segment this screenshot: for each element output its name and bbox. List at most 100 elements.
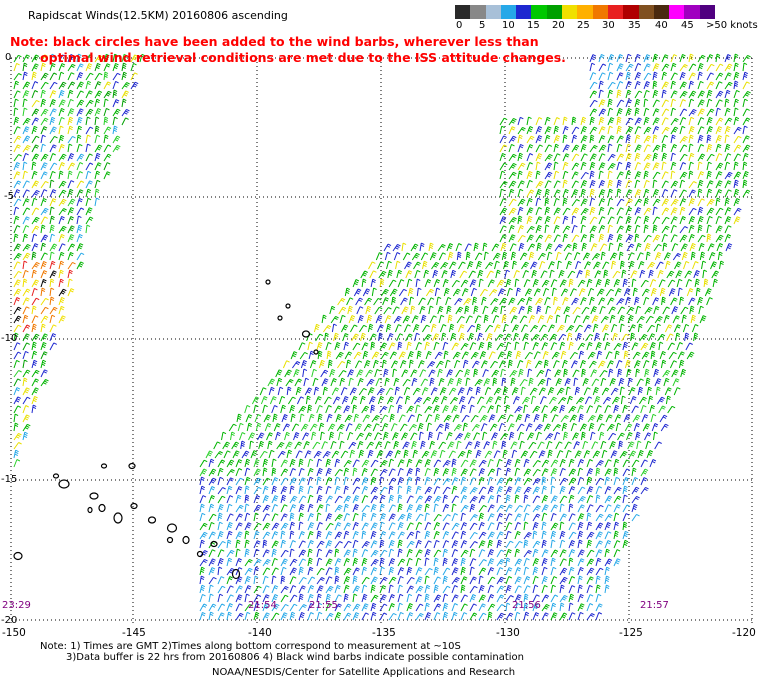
wind-barb [670, 126, 679, 135]
wind-barb [546, 440, 553, 450]
wind-barb [652, 108, 660, 117]
wind-barb [307, 522, 315, 531]
wind-barb [58, 81, 67, 90]
wind-barb [622, 459, 630, 468]
wind-barb [280, 459, 288, 468]
wind-barb [406, 278, 413, 288]
wind-barb [541, 342, 549, 351]
wind-barb [112, 99, 120, 108]
wind-barb [625, 224, 632, 234]
wind-barb [49, 342, 58, 351]
wind-barb [657, 269, 664, 279]
wind-barb [589, 90, 598, 99]
wind-barb [640, 486, 649, 495]
wind-barb [589, 134, 595, 144]
wind-barb [13, 413, 19, 423]
wind-barb [31, 71, 37, 81]
wind-barb [433, 594, 442, 603]
wind-barb [289, 594, 298, 603]
wind-barb [724, 81, 733, 90]
wind-barb [298, 576, 307, 585]
wind-barb [428, 242, 434, 252]
wind-barb [563, 431, 569, 441]
wind-barb [103, 153, 112, 162]
wind-barb [253, 486, 262, 495]
colorbar-label: 10 [502, 20, 515, 31]
wind-barb [381, 423, 389, 432]
wind-barb [502, 449, 508, 459]
colorbar-swatch [607, 5, 624, 19]
wind-barb [521, 261, 529, 270]
wind-barb [559, 477, 568, 486]
wind-barb [523, 468, 532, 477]
wind-barb [262, 549, 270, 558]
wind-barb [658, 405, 666, 414]
wind-barb [655, 386, 661, 396]
wind-barb [652, 80, 658, 90]
wind-barb [462, 422, 468, 432]
wind-barb [618, 440, 624, 450]
wind-barb [264, 423, 272, 432]
wind-barb [208, 468, 217, 477]
wind-barb [361, 495, 369, 504]
wind-barb [547, 324, 556, 333]
wind-barb [478, 567, 487, 576]
wind-barb [679, 125, 686, 135]
wind-barb [373, 297, 382, 306]
wind-barb [613, 486, 622, 495]
wind-barb [347, 431, 354, 441]
wind-barb [510, 441, 518, 450]
wind-barb [334, 612, 342, 621]
wind-barb [58, 153, 67, 162]
wind-barb [601, 449, 608, 459]
wind-barb [638, 396, 647, 405]
wind-barb [697, 117, 705, 126]
wind-barb [22, 81, 31, 90]
wind-barb [401, 369, 409, 378]
wind-barb [31, 135, 40, 144]
wind-barb [289, 477, 297, 486]
wind-barb [616, 207, 624, 216]
wind-barb [460, 540, 468, 549]
wind-barb [76, 81, 84, 90]
wind-barb [661, 71, 668, 81]
wind-barb [443, 414, 452, 423]
island-outline [210, 540, 218, 548]
wind-barb [514, 494, 520, 504]
wind-barb [607, 170, 613, 180]
wind-barb [358, 387, 367, 396]
wind-barb [589, 126, 598, 135]
wind-barb [496, 585, 505, 594]
wind-barb [661, 216, 670, 225]
wind-barb [527, 368, 533, 378]
wind-barb [679, 64, 688, 72]
wind-barb [40, 117, 49, 126]
wind-barb [262, 612, 270, 621]
wind-barb [664, 387, 672, 396]
wind-barb [85, 207, 93, 216]
wind-barb [733, 107, 739, 117]
wind-barb [454, 298, 463, 306]
wind-barb [248, 432, 256, 441]
wind-barb [361, 477, 369, 486]
wind-barb [378, 332, 383, 342]
wind-barb [574, 324, 583, 333]
wind-barb [580, 161, 587, 171]
wind-barb [541, 521, 547, 531]
wind-barb [40, 98, 47, 108]
wind-barb [571, 153, 580, 162]
wind-barb [604, 468, 612, 477]
wind-barb [403, 449, 409, 459]
wind-barb [406, 522, 414, 531]
wind-barb [536, 305, 542, 315]
wind-barb [338, 370, 347, 378]
wind-barb [571, 116, 577, 126]
wind-barb [433, 341, 440, 351]
wind-barb [307, 593, 314, 603]
wind-barb [706, 215, 713, 225]
wind-barb [473, 432, 481, 441]
wind-barb [298, 342, 306, 351]
wind-barb [388, 558, 396, 567]
wind-barb [85, 170, 92, 180]
wind-barb [554, 243, 563, 252]
